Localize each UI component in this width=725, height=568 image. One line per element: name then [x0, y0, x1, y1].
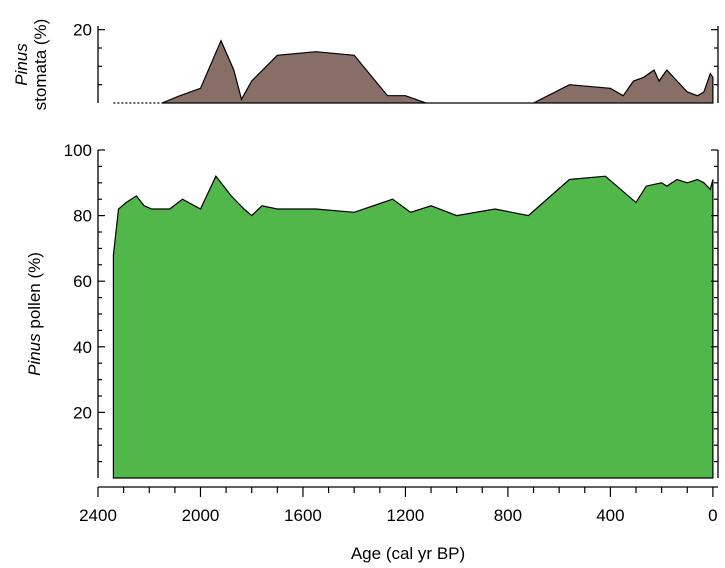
stomata-area — [161, 39, 714, 104]
pollen-panel: 20 40 60 80 100 Pinus pollen (%) — [25, 141, 719, 479]
pollen-tick-label: 80 — [73, 207, 92, 226]
x-tick-label: 2400 — [79, 506, 117, 525]
x-tick-label: 400 — [596, 506, 624, 525]
x-tick-label: 0 — [708, 506, 717, 525]
pollen-ylabel: Pinus pollen (%) — [25, 252, 44, 376]
x-tick-label: 1200 — [387, 506, 425, 525]
pollen-tick-label: 100 — [64, 141, 92, 160]
stomata-panel: 20 Pinus stomata (%) — [12, 19, 719, 111]
x-axis-title: Age (cal yr BP) — [351, 544, 465, 563]
stomata-ylabel: stomata (%) — [31, 19, 50, 111]
pollen-tick-label: 40 — [73, 338, 92, 357]
stomata-ylabel-italic: Pinus — [12, 43, 31, 86]
pollen-tick-label: 20 — [73, 403, 92, 422]
x-axis: 2400 2000 1600 1200 800 400 0 Age (cal yr BP) — [79, 486, 718, 563]
x-tick-label: 2000 — [182, 506, 220, 525]
stomata-tick-label: 20 — [73, 21, 92, 40]
x-tick-label: 800 — [494, 506, 522, 525]
pollen-tick-label: 60 — [73, 272, 92, 291]
x-tick-label: 1600 — [284, 506, 322, 525]
pollen-area — [112, 175, 714, 479]
